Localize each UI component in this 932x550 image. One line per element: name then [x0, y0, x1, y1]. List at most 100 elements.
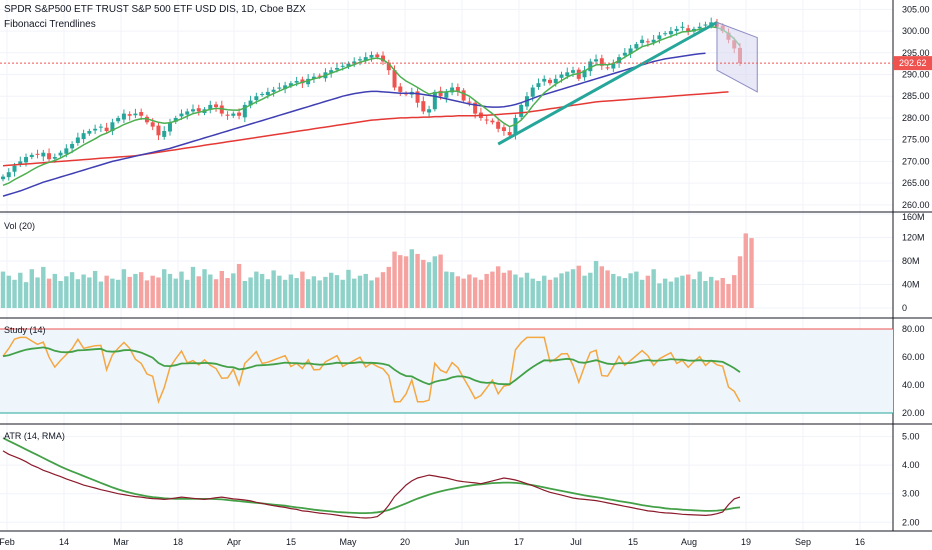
volume-bar[interactable] [375, 277, 380, 308]
candle-body[interactable] [167, 122, 172, 132]
volume-bar[interactable] [490, 271, 495, 308]
volume-bar[interactable] [709, 276, 714, 308]
volume-bar[interactable] [691, 279, 697, 308]
candle-body[interactable] [41, 152, 46, 157]
candle-body[interactable] [35, 153, 40, 155]
volume-bar[interactable] [455, 276, 461, 308]
volume-bar[interactable] [219, 270, 224, 308]
volume-bar[interactable] [622, 278, 628, 308]
volume-bar[interactable] [593, 261, 599, 308]
volume-bar[interactable] [127, 276, 132, 308]
candle-body[interactable] [432, 91, 437, 110]
volume-bar[interactable] [651, 269, 656, 308]
candle-body[interactable] [214, 104, 219, 108]
volume-bar[interactable] [403, 256, 409, 308]
volume-bar[interactable] [576, 265, 581, 308]
candle-body[interactable] [398, 86, 403, 92]
candle-body[interactable] [87, 130, 92, 134]
candle-body[interactable] [444, 91, 449, 98]
atr-pane[interactable] [2, 437, 741, 519]
volume-bar[interactable] [167, 273, 173, 308]
volume-bar[interactable] [265, 279, 271, 308]
candle-body[interactable] [651, 39, 656, 43]
volume-bar[interactable] [726, 283, 731, 308]
candle-body[interactable] [12, 165, 17, 172]
candle-body[interactable] [6, 172, 11, 178]
volume-bar[interactable] [524, 272, 530, 308]
volume-bar[interactable] [35, 277, 40, 308]
candle-body[interactable] [173, 117, 178, 122]
volume-bar[interactable] [565, 271, 570, 308]
candle-body[interactable] [139, 112, 144, 116]
candle-body[interactable] [18, 161, 23, 165]
volume-bar[interactable] [41, 266, 46, 308]
volume-bar[interactable] [588, 272, 593, 308]
candle-body[interactable] [219, 105, 224, 114]
volume-bar[interactable] [582, 275, 587, 308]
volume-bar[interactable] [271, 270, 276, 308]
volume-bar[interactable] [328, 272, 334, 308]
candle-body[interactable] [357, 59, 362, 61]
volume-bar[interactable] [282, 279, 288, 308]
volume-bar[interactable] [323, 276, 328, 308]
volume-bar[interactable] [150, 275, 155, 308]
volume-bar[interactable] [507, 270, 512, 308]
candle-body[interactable] [185, 111, 190, 115]
candle-body[interactable] [507, 132, 512, 136]
candle-body[interactable] [668, 31, 673, 35]
volume-bar[interactable] [605, 270, 610, 308]
volume-bar[interactable] [513, 274, 518, 308]
candle-body[interactable] [121, 113, 126, 120]
candle-body[interactable] [300, 79, 305, 84]
volume-bar[interactable] [346, 269, 351, 308]
volume-bar[interactable] [530, 278, 535, 308]
candle-body[interactable] [340, 65, 345, 67]
candle-body[interactable] [225, 114, 230, 116]
volume-bar[interactable] [536, 280, 541, 308]
volume-bar[interactable] [392, 251, 397, 308]
volume-bar[interactable] [720, 278, 725, 308]
volume-bar[interactable] [461, 278, 466, 308]
volume-bar[interactable] [628, 273, 633, 308]
volume-bar[interactable] [478, 279, 484, 308]
price-pane[interactable]: 292.62 [0, 17, 932, 197]
candle-body[interactable] [98, 126, 103, 128]
candle-body[interactable] [375, 54, 380, 58]
volume-bar[interactable] [64, 276, 69, 308]
candle-body[interactable] [133, 113, 138, 116]
volume-bar[interactable] [156, 277, 161, 308]
candle-body[interactable] [248, 100, 253, 106]
candle-body[interactable] [680, 26, 685, 28]
volume-bar[interactable] [357, 275, 363, 308]
volume-bar[interactable] [438, 254, 443, 308]
volume-bar[interactable] [732, 275, 737, 308]
candle-body[interactable] [317, 75, 322, 77]
volume-bar[interactable] [743, 233, 748, 308]
volume-bar[interactable] [300, 271, 305, 308]
candle-body[interactable] [156, 125, 161, 136]
candle-body[interactable] [1, 176, 5, 180]
volume-bar[interactable] [254, 271, 259, 308]
volume-bar[interactable] [248, 277, 253, 308]
candle-body[interactable] [663, 33, 668, 35]
candle-body[interactable] [162, 130, 167, 137]
candle-body[interactable] [599, 58, 604, 66]
candle-body[interactable] [116, 117, 121, 122]
volume-bar[interactable] [231, 273, 236, 308]
candle-body[interactable] [288, 83, 293, 86]
candle-body[interactable] [271, 89, 276, 92]
candle-body[interactable] [254, 96, 259, 101]
candle-body[interactable] [386, 62, 391, 71]
volume-bar[interactable] [185, 279, 190, 308]
volume-bar[interactable] [75, 279, 81, 308]
candle-body[interactable] [588, 61, 593, 72]
candle-body[interactable] [547, 79, 552, 84]
volume-bar[interactable] [0, 271, 6, 308]
candle-body[interactable] [81, 133, 86, 140]
candle-body[interactable] [473, 102, 478, 114]
volume-bar[interactable] [639, 279, 645, 308]
volume-bar[interactable] [611, 273, 616, 308]
candle-body[interactable] [242, 104, 247, 118]
volume-bar[interactable] [703, 280, 708, 308]
candle-body[interactable] [110, 122, 115, 131]
